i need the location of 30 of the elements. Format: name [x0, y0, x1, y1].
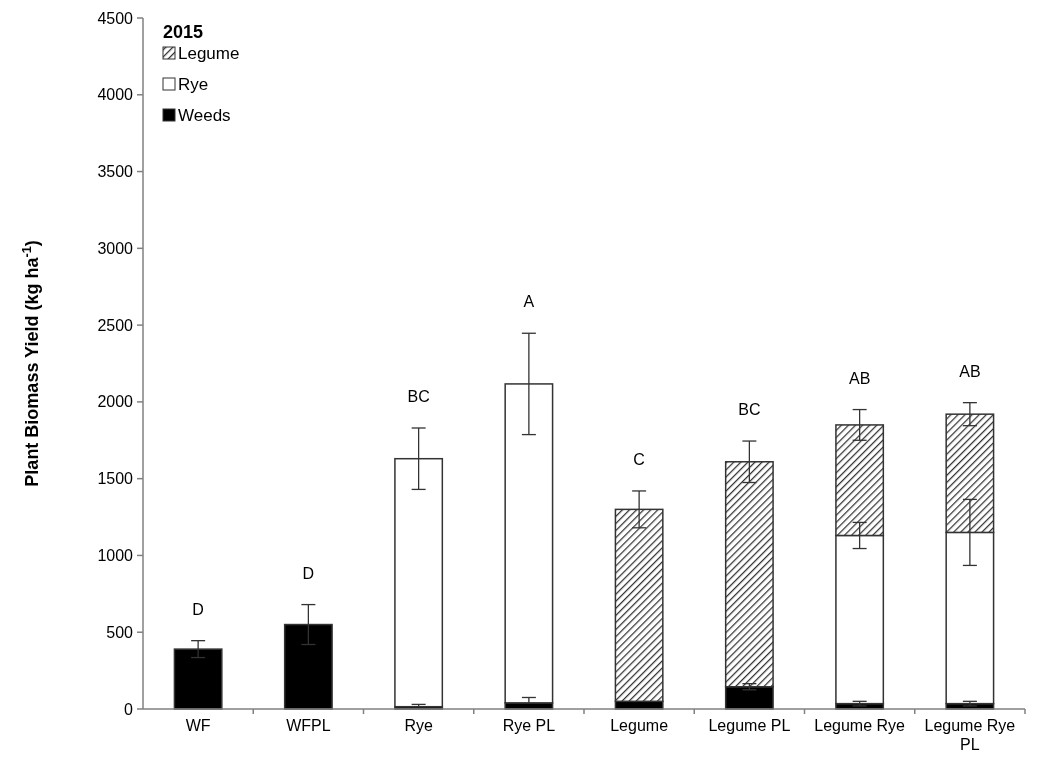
y-tick-label: 3000 — [97, 239, 134, 257]
annotation: BC — [407, 387, 430, 405]
annotation: C — [633, 450, 645, 468]
x-tick-label: Legume — [610, 717, 669, 734]
x-tick-label: Legume PL — [708, 717, 791, 734]
x-tick-label: Legume Rye — [814, 717, 906, 734]
y-tick-label: 0 — [124, 700, 134, 718]
x-tick-label: WFPL — [286, 717, 331, 734]
legend-label: Legume — [178, 44, 240, 63]
x-tick-label: WF — [185, 717, 211, 734]
annotation: D — [302, 564, 315, 582]
y-tick-label: 4500 — [97, 9, 134, 27]
y-tick-label: 1000 — [97, 547, 134, 565]
annotation: AB — [848, 369, 871, 387]
legend-label: Weeds — [178, 106, 231, 125]
y-tick-label: 3500 — [97, 163, 134, 181]
y-tick-label: 4000 — [97, 86, 134, 104]
y-tick-label: 1500 — [97, 470, 134, 488]
y-tick-label: 500 — [106, 623, 134, 641]
x-tick-label: Legume Rye PL — [924, 717, 1016, 753]
legend-label: Rye — [178, 75, 209, 94]
x-tick-label: Rye PL — [502, 717, 556, 734]
annotation: BC — [738, 401, 761, 419]
annotation: A — [523, 293, 535, 311]
y-tick-label: 2000 — [97, 393, 134, 411]
x-tick-label: Rye — [404, 717, 433, 734]
annotation: AB — [959, 362, 981, 380]
y-tick-label: 2500 — [97, 316, 134, 334]
annotation: D — [192, 600, 204, 618]
legend-title: 2015 — [163, 22, 204, 42]
